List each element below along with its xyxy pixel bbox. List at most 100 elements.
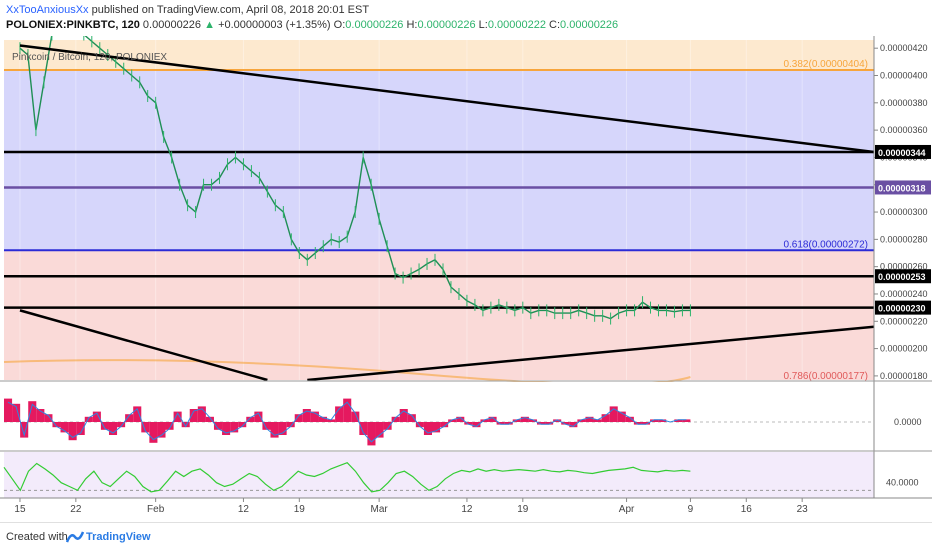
macd-hist-bar	[440, 422, 449, 428]
macd-bg	[4, 382, 874, 450]
macd-hist-bar	[391, 416, 400, 422]
chart-title: Pinkcoin / Bitcoin, 120, POLONIEX	[12, 52, 167, 63]
created-with-text: Created with	[6, 531, 68, 543]
macd-hist-bar	[383, 422, 392, 430]
tradingview-logo-icon	[66, 531, 84, 543]
x-tick-label: 12	[461, 504, 473, 515]
macd-hist-bar	[650, 419, 659, 422]
macd-hist-bar	[367, 422, 376, 446]
macd-hist-bar	[222, 422, 231, 435]
macd-hist-bar	[149, 422, 158, 443]
level-price-tag	[875, 300, 931, 315]
chart-header: XxTooAnxiousXx published on TradingView.…	[0, 0, 932, 36]
macd-hist-bar	[84, 416, 93, 422]
level-price-tag	[875, 269, 931, 284]
open-value: 0.00000226	[345, 19, 404, 31]
x-tick-label: 12	[238, 504, 250, 515]
tradingview-link[interactable]: TradingView	[86, 531, 151, 543]
macd-hist-bar	[246, 416, 255, 422]
y-tick-label: 0.00000400	[880, 71, 928, 81]
zone-band	[4, 40, 874, 71]
macd-hist-bar	[504, 422, 513, 425]
macd-hist-bar	[553, 419, 562, 422]
macd-hist-bar	[230, 422, 239, 433]
macd-hist-bar	[351, 411, 360, 422]
macd-pane: 0.0000	[4, 382, 932, 450]
author-link[interactable]: XxTooAnxiousXx	[6, 4, 89, 16]
y-tick-label: 0.00000380	[880, 98, 928, 108]
macd-hist-bar	[12, 403, 21, 422]
macd-hist-bar	[117, 422, 126, 428]
macd-hist-bar	[448, 419, 457, 422]
macd-hist-bar	[125, 414, 134, 422]
high-label: H:	[406, 19, 418, 31]
macd-hist-bar	[60, 422, 69, 433]
y-tick-label: 0.00000260	[880, 262, 928, 272]
macd-hist-bar	[520, 416, 529, 422]
macd-hist-bar	[181, 422, 190, 428]
y-tick-label: 0.00000360	[880, 125, 928, 135]
trendline	[307, 325, 875, 382]
macd-hist-bar	[4, 398, 13, 422]
macd-hist-bar	[270, 422, 279, 438]
ohlc-line: POLONIEX:PINKBTC, 120 0.00000226 ▲ +0.00…	[6, 19, 618, 31]
macd-hist-bar	[569, 422, 578, 428]
macd-hist-bar	[205, 416, 214, 422]
macd-hist-bar	[173, 411, 182, 422]
macd-hist-bar	[593, 419, 602, 422]
macd-hist-bar	[197, 406, 206, 422]
macd-hist-bar	[238, 422, 247, 428]
price-change: +0.00000003 (+1.35%)	[218, 19, 331, 31]
macd-hist-bar	[423, 422, 433, 435]
macd-hist-bar	[585, 416, 594, 422]
low-label: L:	[478, 19, 488, 31]
macd-hist-bar	[157, 422, 166, 438]
macd-hist-bar	[318, 416, 328, 422]
macd-hist-bar	[641, 422, 651, 425]
trendline	[19, 309, 268, 382]
macd-hist-bar	[254, 411, 263, 422]
level-price-label: 0.00000318	[878, 183, 926, 193]
macd-hist-bar	[302, 409, 311, 422]
macd-hist-bar	[633, 422, 642, 425]
trendline	[19, 44, 875, 154]
macd-hist-bar	[464, 422, 473, 425]
macd-hist-bar	[601, 414, 610, 422]
macd-hist-bar	[294, 414, 303, 422]
price-pane: 0.382(0.00000404) 0.618(0.00000272) 0.786(…	[0, 36, 932, 498]
macd-scale-bg	[874, 382, 932, 450]
macd-hist-bar	[262, 422, 271, 430]
macd-hist-bar	[108, 422, 118, 435]
last-price: 0.00000226	[142, 19, 202, 31]
fib-label: 0.382(0.00000404)	[783, 59, 868, 70]
x-tick-label: 22	[70, 504, 82, 515]
chart-canvas[interactable]: 0.382(0.00000404) 0.618(0.00000272) 0.786(…	[0, 36, 932, 522]
macd-hist-bar	[545, 422, 554, 425]
macd-hist-bar	[327, 419, 336, 422]
macd-hist-bar	[407, 414, 416, 422]
up-arrow-icon: ▲	[204, 19, 215, 31]
macd-hist-bar	[375, 422, 384, 438]
level-price-label: 0.00000230	[878, 304, 926, 314]
macd-hist-bar	[100, 422, 109, 430]
rsi-scale-bg	[874, 452, 932, 498]
x-tick-label: Apr	[619, 504, 635, 515]
macd-hist-bar	[456, 416, 465, 422]
macd-hist-bar	[359, 422, 368, 435]
macd-hist-bar	[415, 422, 424, 428]
level-price-tag	[875, 180, 931, 195]
macd-hist-bar	[92, 411, 101, 422]
level-price-tag	[875, 144, 931, 159]
x-tick-label: 15	[14, 504, 26, 515]
macd-hist-bar	[432, 422, 441, 433]
x-tick-label: 9	[688, 504, 694, 515]
macd-hist-bar	[141, 422, 150, 433]
high-value: 0.00000226	[417, 19, 476, 31]
level-price-label: 0.00000253	[878, 272, 926, 282]
macd-hist-bar	[682, 419, 691, 422]
macd-hist-bar	[36, 409, 45, 422]
y-tick-label: 0.00000180	[880, 371, 928, 381]
macd-hist-bar	[658, 419, 667, 422]
macd-hist-bar	[536, 422, 546, 425]
rsi-tick-label: 40.0000	[886, 478, 919, 488]
